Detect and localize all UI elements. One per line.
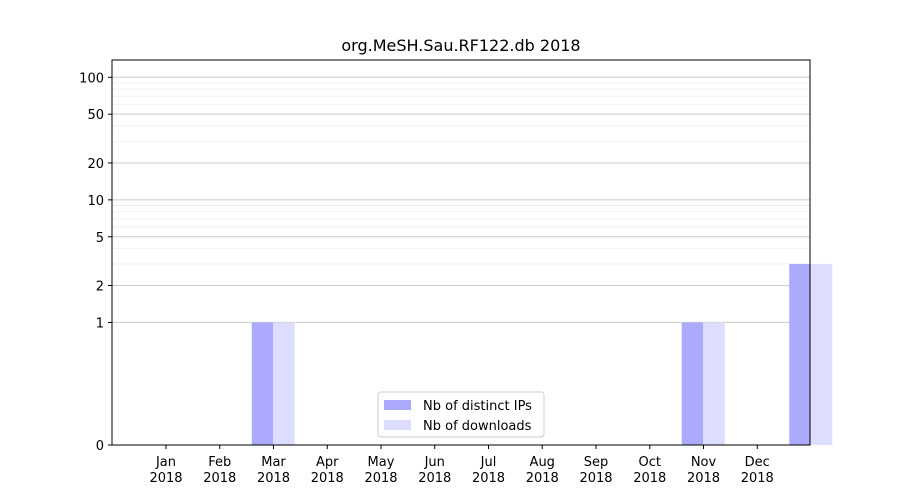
legend-swatch xyxy=(384,420,411,430)
legend-box xyxy=(377,391,545,438)
x-tick-label-month: Oct xyxy=(639,455,661,470)
bar-downloads xyxy=(703,322,725,445)
chart-title: org.MeSH.Sau.RF122.db 2018 xyxy=(341,36,580,55)
plot-frame xyxy=(111,59,811,446)
x-tick-label-month: Jun xyxy=(424,455,445,470)
x-tick-label-year: 2018 xyxy=(579,471,612,486)
x-tick-label-month: Sep xyxy=(584,455,609,470)
grid-layer xyxy=(112,76,810,323)
y-tick-label: 0 xyxy=(96,439,104,454)
x-tick-label-year: 2018 xyxy=(149,471,182,486)
x-tick-label-month: Jan xyxy=(155,455,176,470)
x-tick-label-year: 2018 xyxy=(311,471,344,486)
y-tick-label: 1 xyxy=(96,316,104,331)
x-tick-label-month: Nov xyxy=(691,455,717,470)
y-tick-label: 5 xyxy=(96,231,104,246)
legend-swatch xyxy=(384,400,411,410)
bar-downloads xyxy=(273,322,295,445)
x-tick-label-year: 2018 xyxy=(633,471,666,486)
y-tick-label: 50 xyxy=(87,108,104,123)
x-tick-label-month: Apr xyxy=(316,455,339,470)
x-tick-label-year: 2018 xyxy=(526,471,559,486)
x-tick-label-year: 2018 xyxy=(741,471,774,486)
x-tick-label-month: Feb xyxy=(208,455,231,470)
x-tick-label-month: Dec xyxy=(745,455,770,470)
legend-label: Nb of distinct IPs xyxy=(423,399,532,414)
x-tick-label-month: May xyxy=(368,455,395,470)
x-tick-label-year: 2018 xyxy=(203,471,236,486)
x-tick-label-year: 2018 xyxy=(364,471,397,486)
y-axis: 0 1 2 5 10 20 50 100 xyxy=(79,71,112,454)
bar-distinct-ips xyxy=(789,263,811,445)
x-tick-label-month: Mar xyxy=(261,455,286,470)
x-tick-label-year: 2018 xyxy=(418,471,451,486)
legend-label: Nb of downloads xyxy=(423,419,532,434)
y-tick-label: 100 xyxy=(79,71,104,86)
y-tick-label: 2 xyxy=(96,280,104,295)
x-tick-label-year: 2018 xyxy=(257,471,290,486)
bar-distinct-ips xyxy=(251,322,274,445)
bars-layer xyxy=(251,263,833,445)
y-tick-label: 20 xyxy=(87,157,104,172)
bar-distinct-ips xyxy=(681,322,704,445)
x-tick-label-year: 2018 xyxy=(472,471,505,486)
x-axis: Jan2018Feb2018Mar2018Apr2018May2018Jun20… xyxy=(149,445,774,486)
bar-downloads xyxy=(810,263,833,445)
x-tick-label-month: Jul xyxy=(480,455,497,470)
x-tick-label-month: Aug xyxy=(530,455,555,470)
x-tick-label-year: 2018 xyxy=(687,471,720,486)
y-tick-label: 10 xyxy=(87,194,104,209)
legend: Nb of distinct IPs Nb of downloads xyxy=(377,391,545,438)
